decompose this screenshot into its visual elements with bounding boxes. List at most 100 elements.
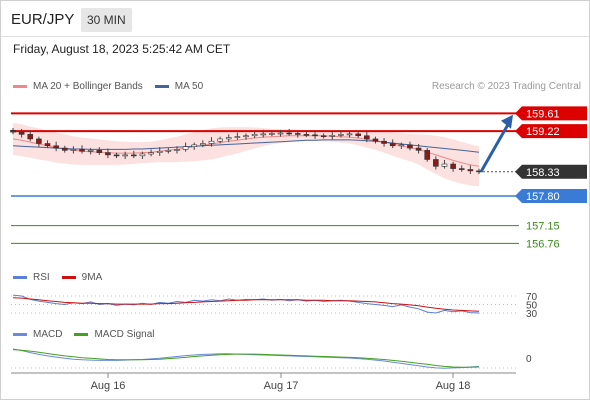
candle <box>450 161 456 172</box>
candle <box>174 146 180 154</box>
rsi-level-label-1: 50 <box>526 301 538 312</box>
candle <box>424 148 431 162</box>
main-legend: MA 20 + Bollinger Bands MA 50 <box>13 81 203 92</box>
macd-signal-line <box>12 349 480 368</box>
candle <box>372 136 379 144</box>
price-label-0: 159.61 <box>526 108 560 120</box>
candle-body <box>433 159 439 167</box>
price-label-3: 157.80 <box>526 191 560 203</box>
candle <box>27 130 34 142</box>
candle <box>70 146 77 154</box>
candle-body <box>381 140 387 144</box>
candle <box>243 133 249 140</box>
candle-body <box>286 132 292 135</box>
candle <box>320 133 327 139</box>
candle <box>260 129 267 138</box>
candle-body <box>398 144 405 147</box>
ma50-legend-label: MA 50 <box>174 81 204 92</box>
candle-body <box>415 147 422 151</box>
candle <box>113 152 120 159</box>
macd-swatch <box>13 333 27 336</box>
candle <box>18 128 25 138</box>
price-label-box-2 <box>515 164 587 179</box>
macd-line <box>12 348 480 369</box>
candle <box>225 134 232 143</box>
candle <box>389 139 396 149</box>
candle-body <box>53 145 59 149</box>
candle-body <box>458 168 465 170</box>
candle <box>251 131 258 139</box>
candle-body <box>329 134 336 137</box>
candle <box>131 150 137 159</box>
rsi-level-label-0: 70 <box>526 292 538 303</box>
candle <box>381 138 387 147</box>
rsi-ma-swatch <box>61 276 76 279</box>
candle-body <box>10 129 16 133</box>
candle-body <box>320 135 327 138</box>
candle-body <box>260 133 267 136</box>
candle <box>217 136 223 144</box>
candle-body <box>70 149 77 151</box>
candle-body <box>208 140 215 144</box>
ma50-swatch <box>154 85 169 88</box>
candle <box>208 137 215 147</box>
candle-body <box>182 146 189 150</box>
candle <box>269 131 275 137</box>
candle <box>87 148 94 155</box>
candle <box>415 143 422 154</box>
candle-body <box>200 143 206 146</box>
price-label-box-3 <box>515 188 587 203</box>
candle-body <box>27 134 34 140</box>
candle-body <box>303 134 310 136</box>
candle <box>234 132 241 140</box>
candle-body <box>18 131 25 135</box>
rsi-ma-legend-label: 9MA <box>81 272 103 283</box>
candle-body <box>225 137 232 140</box>
candle <box>182 142 189 152</box>
candle-body <box>338 134 344 136</box>
candle <box>53 141 59 152</box>
rsi-line <box>12 294 480 314</box>
candle <box>191 142 198 150</box>
candle <box>277 129 284 137</box>
candle-body <box>61 147 68 151</box>
header-divider <box>1 36 589 37</box>
candle <box>355 130 361 139</box>
price-label-box-1 <box>515 124 587 139</box>
candle-body <box>174 149 180 151</box>
candle <box>312 130 318 139</box>
rsi-level-label-2: 30 <box>526 309 538 320</box>
macd-zero-label: 0 <box>526 354 532 365</box>
credit-text: Research © 2023 Trading Central <box>431 81 581 92</box>
candle-body <box>191 144 198 147</box>
candle-body <box>156 150 163 153</box>
ma20-legend-label: MA 20 + Bollinger Bands <box>33 81 143 92</box>
rsi-legend: RSI 9MA <box>13 272 102 283</box>
timeframe-badge[interactable]: 30 MIN <box>81 8 132 32</box>
candle <box>467 165 474 175</box>
candle-body <box>36 138 42 144</box>
candle <box>329 132 336 140</box>
candle <box>458 165 465 172</box>
candle <box>148 149 154 157</box>
candle-body <box>131 154 137 157</box>
candle <box>105 148 111 159</box>
candle-body <box>96 150 103 153</box>
candle-body <box>450 163 456 169</box>
candle-body <box>234 136 241 138</box>
candle <box>122 151 128 160</box>
candle-body <box>243 135 249 138</box>
candle-body <box>139 153 146 157</box>
candle <box>44 140 51 149</box>
candle-body <box>87 150 94 152</box>
candle-body <box>407 144 413 149</box>
price-label-4: 157.15 <box>526 221 560 233</box>
price-label-2: 158.33 <box>526 167 560 179</box>
candle <box>407 141 413 151</box>
candle <box>346 131 353 138</box>
candle-body <box>148 152 154 155</box>
symbol-title: EUR/JPY <box>11 11 75 28</box>
candle <box>398 142 405 149</box>
candle-body <box>277 132 284 135</box>
